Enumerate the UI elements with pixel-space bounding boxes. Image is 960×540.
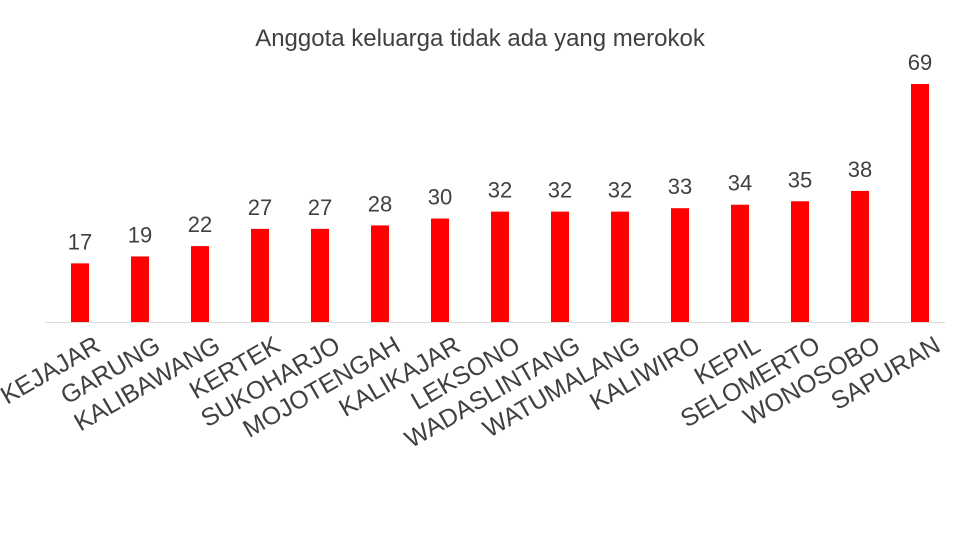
bar bbox=[611, 211, 629, 322]
value-label: 17 bbox=[68, 229, 92, 254]
value-label: 22 bbox=[188, 212, 212, 237]
value-label: 27 bbox=[248, 195, 272, 220]
value-label: 32 bbox=[488, 178, 512, 203]
value-label: 19 bbox=[128, 222, 152, 247]
bar bbox=[311, 228, 329, 322]
value-label: 27 bbox=[308, 195, 332, 220]
bar bbox=[791, 201, 809, 322]
bar bbox=[851, 190, 869, 322]
value-label: 69 bbox=[908, 50, 932, 75]
value-label: 32 bbox=[548, 178, 572, 203]
bar bbox=[911, 84, 929, 322]
bar bbox=[71, 263, 89, 322]
bar bbox=[191, 246, 209, 322]
bar bbox=[551, 211, 569, 322]
bar bbox=[131, 256, 149, 322]
value-label: 28 bbox=[368, 191, 392, 216]
value-label: 30 bbox=[428, 185, 452, 210]
bar bbox=[671, 208, 689, 322]
value-label: 38 bbox=[848, 157, 872, 182]
chart-title: Anggota keluarga tidak ada yang merokok bbox=[255, 25, 706, 52]
bar bbox=[251, 228, 269, 322]
value-label: 35 bbox=[788, 167, 812, 192]
bar bbox=[731, 204, 749, 322]
bar bbox=[491, 211, 509, 322]
value-label: 34 bbox=[728, 171, 752, 196]
bar bbox=[431, 218, 449, 322]
bar bbox=[371, 225, 389, 322]
value-label: 32 bbox=[608, 178, 632, 203]
value-label: 33 bbox=[668, 174, 692, 199]
